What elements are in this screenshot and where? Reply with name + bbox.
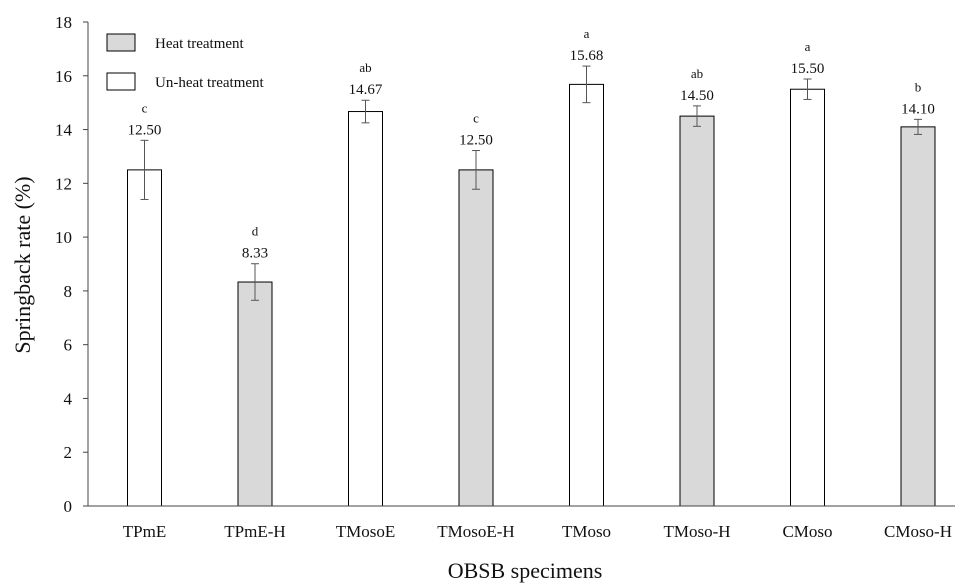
- x-tick-label: TMoso-H: [663, 522, 730, 541]
- legend-swatch: [106, 72, 136, 91]
- bar-tmosoe-h: [458, 169, 494, 507]
- bar-cmoso: [790, 88, 825, 507]
- significance-label: c: [142, 100, 148, 115]
- bar-cmoso-h: [900, 126, 936, 507]
- bar-tpme: [127, 169, 162, 507]
- y-tick-label: 8: [64, 282, 73, 301]
- y-axis-ticks: 0 2 4 6 8 10 12 14 16 18: [55, 13, 88, 516]
- x-tick-label: CMoso: [782, 522, 832, 541]
- x-tick-label: TMosoE: [336, 522, 396, 541]
- value-label: 15.68: [570, 48, 604, 64]
- significance-label: d: [252, 224, 259, 239]
- value-label: 8.33: [242, 246, 268, 262]
- legend-label: Heat treatment: [155, 36, 245, 52]
- value-label: 12.50: [459, 133, 493, 149]
- significance-label: ab: [359, 60, 371, 75]
- y-tick-label: 2: [64, 443, 73, 462]
- value-label: 14.10: [901, 101, 935, 117]
- legend: Heat treatment Un-heat treatment: [106, 33, 265, 91]
- x-tick-label: TMosoE-H: [437, 522, 514, 541]
- x-tick-label: TPmE-H: [224, 522, 285, 541]
- y-tick-label: 10: [55, 228, 72, 247]
- x-axis-ticks: TPmE TPmE-H TMosoE TMosoE-H TMoso TMoso-H CMos…: [123, 522, 952, 541]
- x-tick-label: CMoso-H: [884, 522, 952, 541]
- value-label: 15.50: [791, 61, 825, 77]
- y-tick-label: 6: [64, 336, 73, 355]
- bar-tmosoe: [348, 111, 383, 507]
- bar-tpme-h: [237, 281, 273, 507]
- x-tick-label: TMoso: [562, 522, 611, 541]
- significance-label: a: [584, 26, 590, 41]
- y-tick-label: 12: [55, 174, 72, 193]
- legend-swatch: [106, 33, 136, 52]
- legend-label: Un-heat treatment: [155, 75, 265, 91]
- bar-tmoso: [569, 83, 604, 507]
- y-tick-label: 14: [55, 121, 73, 140]
- y-tick-label: 16: [55, 67, 72, 86]
- significance-label: ab: [691, 66, 703, 81]
- y-axis-title: Springback rate (%): [10, 176, 35, 353]
- value-label: 14.50: [680, 88, 714, 104]
- significance-label: b: [915, 79, 922, 94]
- bar-tmoso-h: [679, 115, 715, 507]
- value-label: 12.50: [128, 122, 162, 138]
- x-tick-label: TPmE: [123, 522, 166, 541]
- significance-label: a: [805, 39, 811, 54]
- y-tick-label: 4: [64, 389, 73, 408]
- y-tick-label: 0: [64, 497, 73, 516]
- value-label: 14.67: [349, 82, 383, 98]
- x-axis-title: OBSB specimens: [448, 558, 603, 583]
- significance-label: c: [473, 111, 479, 126]
- y-tick-label: 18: [55, 13, 72, 32]
